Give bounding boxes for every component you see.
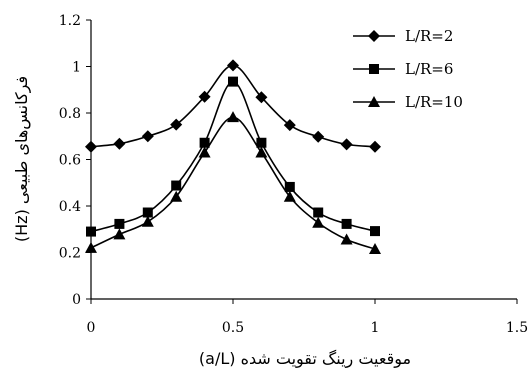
data-point: [141, 215, 154, 227]
data-point: [114, 218, 125, 229]
y-tick-label: 0.6: [59, 153, 81, 169]
y-axis-label: فرکانس‌های طبیعی (Hz): [12, 76, 32, 242]
data-point: [284, 181, 295, 192]
data-point: [228, 76, 238, 87]
data-point: [113, 137, 126, 150]
data-point: [369, 140, 381, 153]
y-tick-label: 0: [72, 292, 81, 308]
data-point: [312, 130, 325, 143]
data-point: [141, 130, 154, 143]
data-point: [85, 241, 97, 253]
y-tick-label: 0.2: [59, 246, 81, 262]
x-tick-label: 1.5: [506, 320, 528, 336]
legend-marker: [368, 30, 380, 42]
legend-label: L/R=2: [405, 27, 453, 45]
series-2: [86, 76, 380, 237]
data-point: [199, 137, 210, 148]
series-3: [85, 111, 381, 255]
series-1: [85, 59, 381, 153]
y-tick-labels: 0 0.2 0.4 0.6 0.8 1 1.2: [59, 13, 81, 308]
data-point: [170, 190, 183, 202]
data-point: [170, 118, 183, 131]
data-point: [341, 218, 352, 229]
x-tick-label: 1: [371, 320, 380, 336]
data-point: [340, 233, 353, 245]
series-layer: [85, 59, 381, 255]
data-point: [255, 146, 268, 158]
data-point: [370, 226, 380, 237]
data-point: [283, 190, 296, 202]
x-tick-labels: 0 0.5 1 1.5: [87, 320, 529, 336]
data-point: [198, 90, 211, 103]
data-point: [171, 180, 182, 191]
legend-label: L/R=6: [405, 60, 453, 78]
data-point: [255, 91, 268, 104]
data-point: [313, 207, 324, 218]
legend-marker: [368, 96, 380, 107]
data-point: [256, 137, 267, 148]
x-tick-label: 0: [87, 320, 96, 336]
data-point: [340, 138, 353, 151]
data-point: [227, 111, 239, 123]
series-line: [90, 80, 376, 233]
y-tick-label: 1.2: [59, 13, 81, 29]
data-point: [142, 207, 153, 218]
data-point: [113, 228, 126, 240]
data-point: [312, 216, 325, 228]
data-point: [283, 119, 296, 132]
y-tick-label: 1: [72, 60, 81, 76]
legend-marker: [369, 64, 379, 74]
legend-label: L/R=10: [405, 93, 463, 111]
data-point: [85, 140, 97, 153]
data-point: [227, 59, 239, 72]
legend: L/R=2 L/R=6 L/R=10: [353, 27, 463, 111]
series-line: [90, 116, 376, 250]
x-axis-label: موقعیت رینگ تقویت شده (a/L): [199, 349, 411, 369]
x-tick-label: 0.5: [222, 320, 244, 336]
data-point: [198, 146, 211, 158]
y-tick-label: 0.8: [59, 106, 81, 122]
y-tick-label: 0.4: [59, 199, 81, 215]
data-point: [369, 243, 381, 255]
data-point: [86, 226, 96, 237]
